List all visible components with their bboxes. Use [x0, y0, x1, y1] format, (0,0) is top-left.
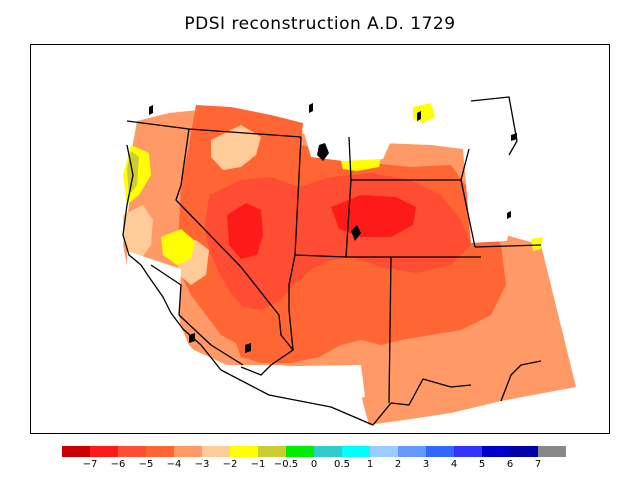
map-blank-coast — [127, 251, 241, 385]
pdsi-field-mild-west — [123, 205, 153, 259]
map-blank-sw — [241, 365, 365, 405]
legend-swatch — [342, 446, 370, 457]
map-panel — [30, 44, 610, 434]
legend-swatch — [90, 446, 118, 457]
pdsi-map — [122, 96, 576, 426]
legend-swatch — [258, 446, 286, 457]
legend-swatch — [510, 446, 538, 457]
legend-swatch — [538, 446, 566, 457]
color-legend: −7 −6 −5 −4 −3 −2 −1 −0.5 0 0.5 1 2 3 4 5 6 7 — [62, 446, 592, 473]
legend-swatch — [174, 446, 202, 457]
pdsi-field-mild — [211, 125, 261, 170]
legend-tick-label: 0 — [310, 459, 318, 470]
legend-swatch — [146, 446, 174, 457]
pdsi-field-extreme-east — [331, 195, 416, 237]
state-boundaries — [122, 96, 542, 426]
legend-tick-label: 1 — [366, 459, 374, 470]
legend-tick-label: −6 — [110, 459, 126, 470]
legend-swatch — [370, 446, 398, 457]
legend-tick-label: −4 — [166, 459, 182, 470]
pdsi-field-near-normal-e — [531, 237, 543, 251]
legend-tick-label: 0.5 — [334, 459, 350, 470]
legend-tick-label: −0.5 — [273, 459, 299, 470]
map-title: PDSI reconstruction A.D. 1729 — [184, 14, 456, 34]
legend-color-bar — [62, 446, 592, 457]
legend-tick-labels: −7 −6 −5 −4 −3 −2 −1 −0.5 0 0.5 1 2 3 4 5 6 7 — [62, 459, 592, 473]
legend-tick-label: −7 — [82, 459, 98, 470]
legend-swatch — [482, 446, 510, 457]
legend-tick-label: −2 — [222, 459, 238, 470]
legend-tick-label: 3 — [422, 459, 430, 470]
legend-swatch — [426, 446, 454, 457]
pdsi-field-extreme-west — [227, 203, 263, 259]
legend-swatch — [314, 446, 342, 457]
legend-swatch — [230, 446, 258, 457]
legend-swatch — [202, 446, 230, 457]
pdsi-field-near-normal-ne — [413, 103, 435, 123]
pdsi-field-near-normal-sierra — [161, 229, 195, 265]
legend-tick-label: 6 — [506, 459, 514, 470]
legend-tick-label: 2 — [394, 459, 402, 470]
legend-tick-label: 4 — [450, 459, 458, 470]
legend-swatch — [398, 446, 426, 457]
map-blank-ne — [463, 141, 521, 243]
legend-swatch — [62, 446, 90, 457]
legend-swatch — [286, 446, 314, 457]
map-blank-north — [303, 129, 391, 161]
legend-swatch — [118, 446, 146, 457]
legend-tick-label: −1 — [250, 459, 266, 470]
legend-tick-label: −5 — [138, 459, 154, 470]
legend-tick-label: 5 — [478, 459, 486, 470]
legend-tick-label: −3 — [194, 459, 210, 470]
legend-tick-label: 7 — [534, 459, 542, 470]
lake-features — [149, 103, 517, 353]
legend-swatch — [454, 446, 482, 457]
